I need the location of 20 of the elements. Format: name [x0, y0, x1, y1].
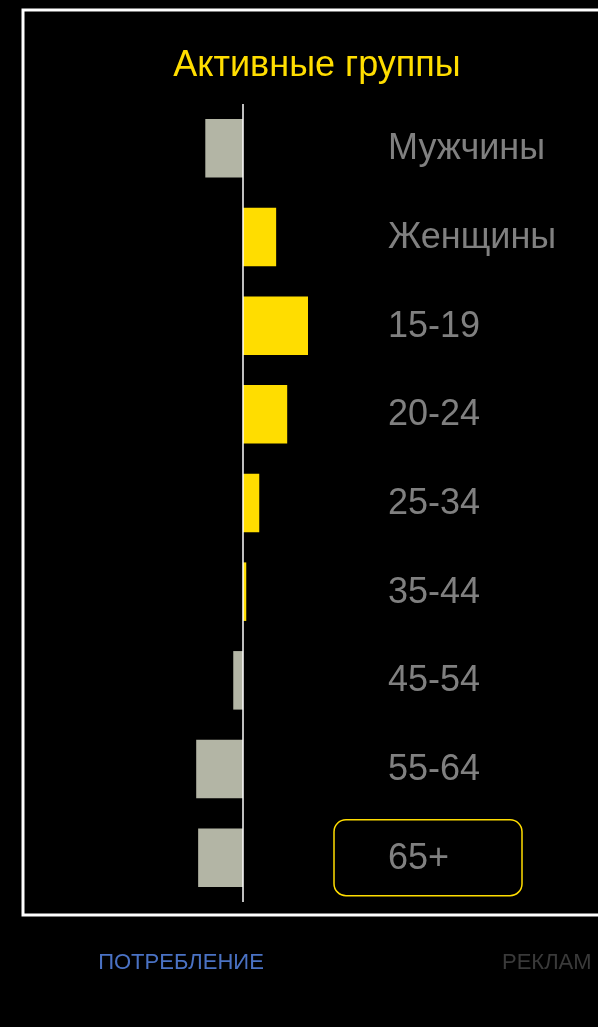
text: РЕКЛАМ [502, 949, 592, 974]
y-tick-label: 65+ [388, 835, 450, 877]
bar [205, 119, 243, 178]
y-tick-label: 15-19 [388, 303, 481, 345]
bar [243, 473, 260, 533]
text: ПОТРЕБЛЕНИЕ [98, 949, 264, 974]
bar [198, 828, 243, 887]
bar [196, 739, 243, 799]
bar [233, 651, 243, 710]
y-tick-label: 25-34 [388, 481, 481, 522]
y-tick-label: 20-24 [388, 392, 481, 434]
bar [243, 385, 288, 444]
y-tick-label: Мужчины [388, 126, 546, 168]
y-tick-label: 55-64 [388, 747, 481, 788]
bar [243, 296, 308, 355]
bar [243, 207, 277, 267]
y-tick-label: 35-44 [388, 569, 481, 611]
chart-title: Активные группы [173, 43, 461, 84]
y-tick-label: Женщины [388, 215, 557, 256]
y-tick-label: 45-54 [388, 658, 481, 700]
